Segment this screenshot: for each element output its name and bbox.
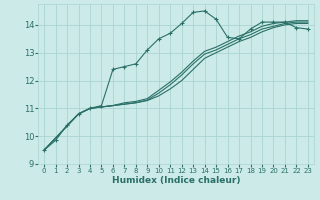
- X-axis label: Humidex (Indice chaleur): Humidex (Indice chaleur): [112, 176, 240, 185]
